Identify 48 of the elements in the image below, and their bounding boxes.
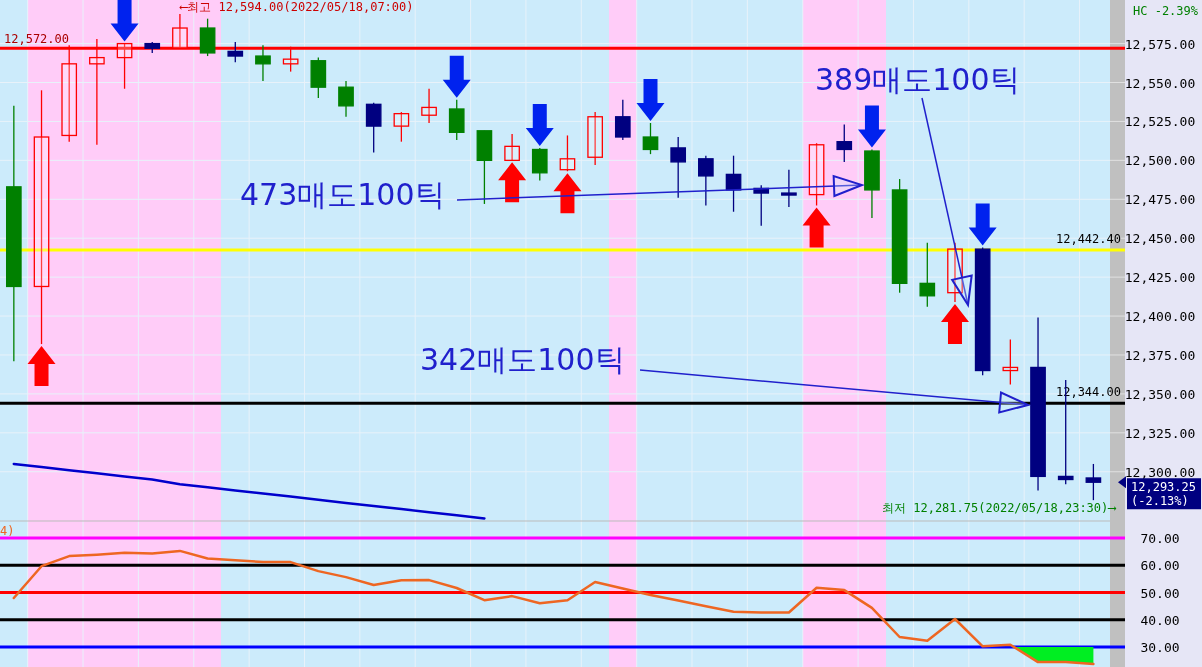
candlestick xyxy=(614,98,631,141)
y-tick-label: 12,525.00 xyxy=(1124,114,1196,130)
line-series xyxy=(12,549,1095,666)
candlestick xyxy=(227,41,244,63)
annotation: 4) xyxy=(0,524,15,538)
y-tick-label: 12,400.00 xyxy=(1124,309,1196,325)
y-tick-label: 70.00 xyxy=(1140,531,1180,547)
candlestick xyxy=(587,111,603,166)
annotation: 342매도100틱 xyxy=(420,342,625,377)
candlestick xyxy=(836,123,853,163)
annotation: ⟵최고 12,594.00(2022/05/18,07:00) xyxy=(179,0,414,14)
candlestick xyxy=(670,136,687,199)
y-tick-label: 30.00 xyxy=(1140,640,1180,656)
y-tick-label: 12,375.00 xyxy=(1124,347,1196,363)
candlestick xyxy=(393,111,410,143)
y-tick-label: 12,500.00 xyxy=(1124,153,1196,169)
y-tick-label: 12,450.00 xyxy=(1124,231,1196,247)
candlestick xyxy=(919,242,936,308)
y-tick-label: 12,575.00 xyxy=(1124,36,1196,52)
annotation: 최저 12,281.75(2022/05/18,23:30)⟶ xyxy=(882,501,1117,515)
candlestick xyxy=(642,122,659,155)
line-series xyxy=(12,462,486,520)
annotation: 389매도100틱 xyxy=(815,62,1020,97)
candlestick xyxy=(559,134,576,172)
candlestick xyxy=(33,89,50,345)
annotation: 473매도100틱 xyxy=(240,177,445,212)
y-tick-label: 12,350.00 xyxy=(1124,386,1196,402)
candlestick xyxy=(698,155,714,207)
candlestick xyxy=(504,133,520,162)
y-tick-label: 50.00 xyxy=(1140,585,1180,601)
candlestick xyxy=(781,169,797,208)
ref-line-label: 12,442.40 xyxy=(1055,232,1121,247)
candlestick xyxy=(808,142,825,207)
ref-line-label: 12,572.00 xyxy=(4,32,70,47)
candlestick xyxy=(365,102,382,154)
y-tick-label: 12,550.00 xyxy=(1124,75,1196,91)
candlestick xyxy=(421,88,437,124)
y-tick-label: 60.00 xyxy=(1140,558,1180,574)
candlestick xyxy=(338,80,354,118)
text: HC -2.39% xyxy=(1133,4,1199,18)
candlestick xyxy=(531,147,548,182)
y-tick-label: 12,325.00 xyxy=(1124,425,1196,441)
y-tick-label: 12,425.00 xyxy=(1124,270,1196,286)
y-tick-label: 40.00 xyxy=(1140,612,1180,628)
candlestick xyxy=(255,44,271,82)
candlestick xyxy=(1085,463,1102,501)
y-tick-label: 12,475.00 xyxy=(1124,192,1196,208)
candlestick xyxy=(448,98,465,141)
